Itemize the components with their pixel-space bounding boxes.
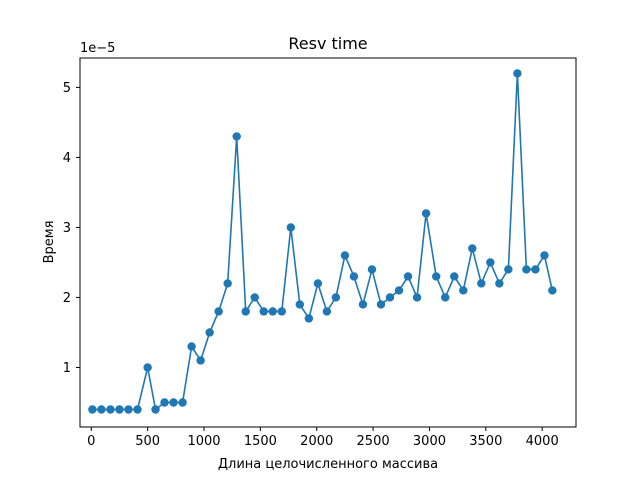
data-point <box>304 314 314 323</box>
series-line <box>92 72 554 411</box>
data-point <box>540 251 549 260</box>
x-tick-label: 3500 <box>469 434 502 449</box>
data-point <box>313 279 323 288</box>
data-point <box>349 272 359 281</box>
chart-title: Resv time <box>288 34 367 53</box>
plot-frame <box>79 57 577 428</box>
data-point <box>241 307 250 316</box>
data-point <box>358 300 368 309</box>
x-axis-label: Длина целочисленного массива <box>218 457 438 472</box>
data-point <box>468 244 477 253</box>
series-layer <box>88 69 557 414</box>
x-tick-label: 0 <box>87 434 95 449</box>
y-tick-label: 4 <box>63 151 71 166</box>
data-point <box>277 307 286 316</box>
x-tick-label: 3000 <box>413 434 446 449</box>
data-point <box>340 251 350 260</box>
data-point <box>259 307 268 316</box>
x-tick-label: 1000 <box>187 434 220 449</box>
data-point <box>160 398 169 407</box>
data-point <box>286 223 295 232</box>
data-point <box>432 272 441 281</box>
data-point <box>394 286 404 295</box>
data-point <box>268 307 277 316</box>
data-point <box>124 405 133 414</box>
y-offset-label: 1e−5 <box>80 41 115 56</box>
data-point <box>214 307 223 316</box>
data-point <box>531 265 540 274</box>
x-tick-label: 500 <box>135 434 160 449</box>
x-tick-label: 2000 <box>300 434 333 449</box>
data-point <box>412 293 422 302</box>
y-axis-label: Время <box>42 221 57 264</box>
data-point <box>367 265 377 274</box>
data-point <box>403 272 413 281</box>
data-point <box>187 342 196 351</box>
data-point <box>151 405 160 414</box>
data-point <box>143 363 152 372</box>
data-point <box>295 300 305 309</box>
data-point <box>115 405 124 414</box>
y-tick-label: 3 <box>63 221 71 236</box>
data-point <box>169 398 178 407</box>
data-point <box>223 279 232 288</box>
data-point <box>486 258 495 267</box>
data-point <box>441 293 450 302</box>
x-tick-label: 1500 <box>244 434 277 449</box>
x-tick-label: 4000 <box>526 434 559 449</box>
y-tick-label: 2 <box>63 291 71 306</box>
data-point <box>88 405 97 414</box>
data-point <box>178 398 187 407</box>
data-point <box>97 405 106 414</box>
data-point <box>522 265 531 274</box>
data-point <box>322 307 332 316</box>
x-tick-label: 2500 <box>357 434 390 449</box>
plot-area <box>80 58 576 427</box>
data-point <box>504 265 513 274</box>
data-point <box>106 405 115 414</box>
data-point <box>459 286 468 295</box>
data-point <box>376 300 386 309</box>
data-point <box>477 279 486 288</box>
data-point <box>548 286 557 295</box>
data-point <box>250 293 259 302</box>
data-point <box>513 69 522 78</box>
data-point <box>331 293 341 302</box>
data-point <box>196 356 205 365</box>
data-point <box>205 328 214 337</box>
y-tick-label: 1 <box>63 361 71 376</box>
ticks-layer: 0 500 1000 1500 2000 2500 3000 3500 4000 1 2 3 4 5 <box>63 81 559 449</box>
data-point <box>421 209 431 218</box>
data-point <box>385 293 395 302</box>
data-point <box>232 132 241 141</box>
y-tick-label: 5 <box>63 81 71 96</box>
data-point <box>133 405 142 414</box>
data-point <box>495 279 504 288</box>
data-point <box>450 272 459 281</box>
